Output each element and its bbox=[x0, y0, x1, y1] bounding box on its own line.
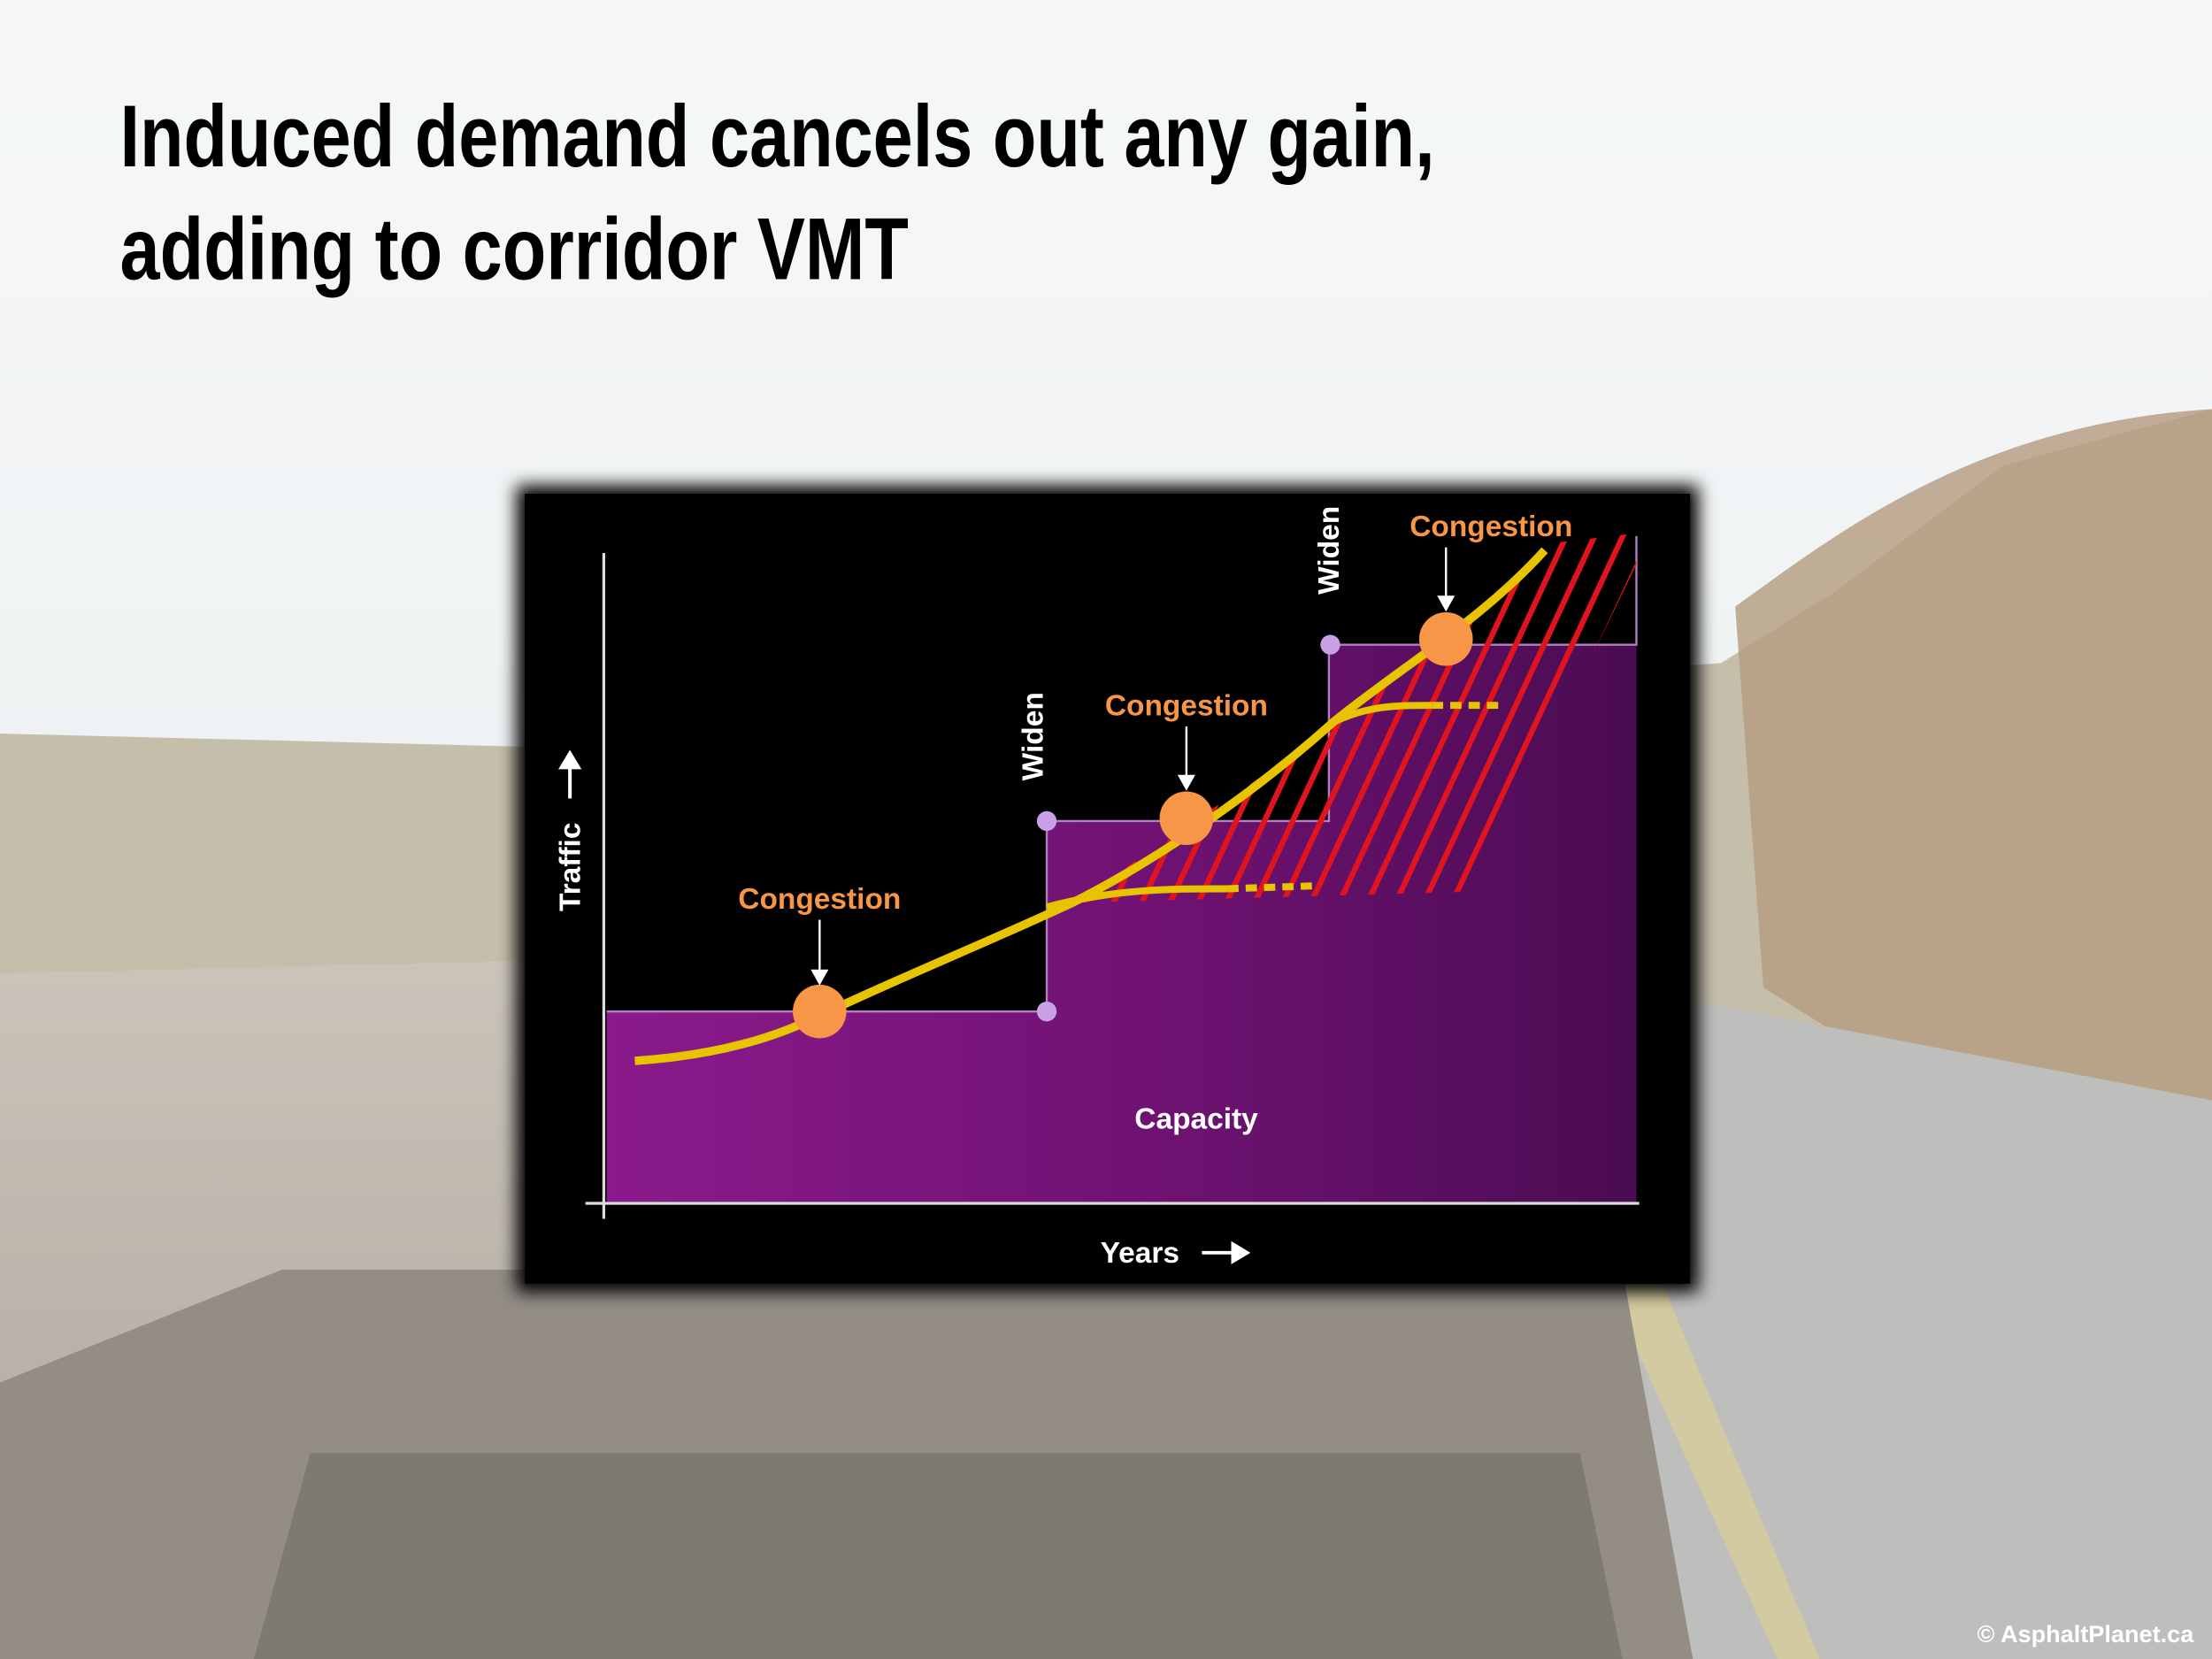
y-axis-label: Traffic bbox=[554, 823, 587, 911]
x-axis-label: Years bbox=[1101, 1237, 1179, 1270]
stripe bbox=[1408, 533, 1604, 903]
widen-points bbox=[1036, 634, 1340, 1022]
x-axis-arrow bbox=[1202, 1240, 1251, 1264]
capacity-label: Capacity bbox=[1134, 1103, 1258, 1136]
widen-label: Widen bbox=[1017, 692, 1049, 780]
widen-label: Widen bbox=[1313, 506, 1346, 595]
congestion-label: Congestion bbox=[1105, 689, 1268, 722]
forecast-branch bbox=[1331, 702, 1432, 726]
photo-credit: © AsphaltPlanet.ca bbox=[1977, 1620, 2194, 1647]
y-axis-arrow bbox=[558, 749, 582, 799]
stripe bbox=[1436, 533, 1632, 903]
congestion-label: Congestion bbox=[1409, 511, 1572, 543]
forecast-dashed bbox=[1226, 882, 1312, 893]
title-line: adding to corridor VMT bbox=[120, 201, 909, 298]
capacity-area bbox=[606, 644, 1637, 1202]
stripe bbox=[1379, 533, 1576, 903]
title-line: Induced demand cancels out any gain, bbox=[120, 88, 1435, 186]
congestion-label: Congestion bbox=[738, 883, 901, 916]
congestion-arrows bbox=[810, 547, 1455, 986]
forecast-branch bbox=[1045, 885, 1228, 911]
diagram: Congestion Congestion Congestion Widen W… bbox=[516, 485, 1699, 1293]
stripe bbox=[1351, 533, 1548, 903]
congestion-points bbox=[793, 611, 1473, 1039]
